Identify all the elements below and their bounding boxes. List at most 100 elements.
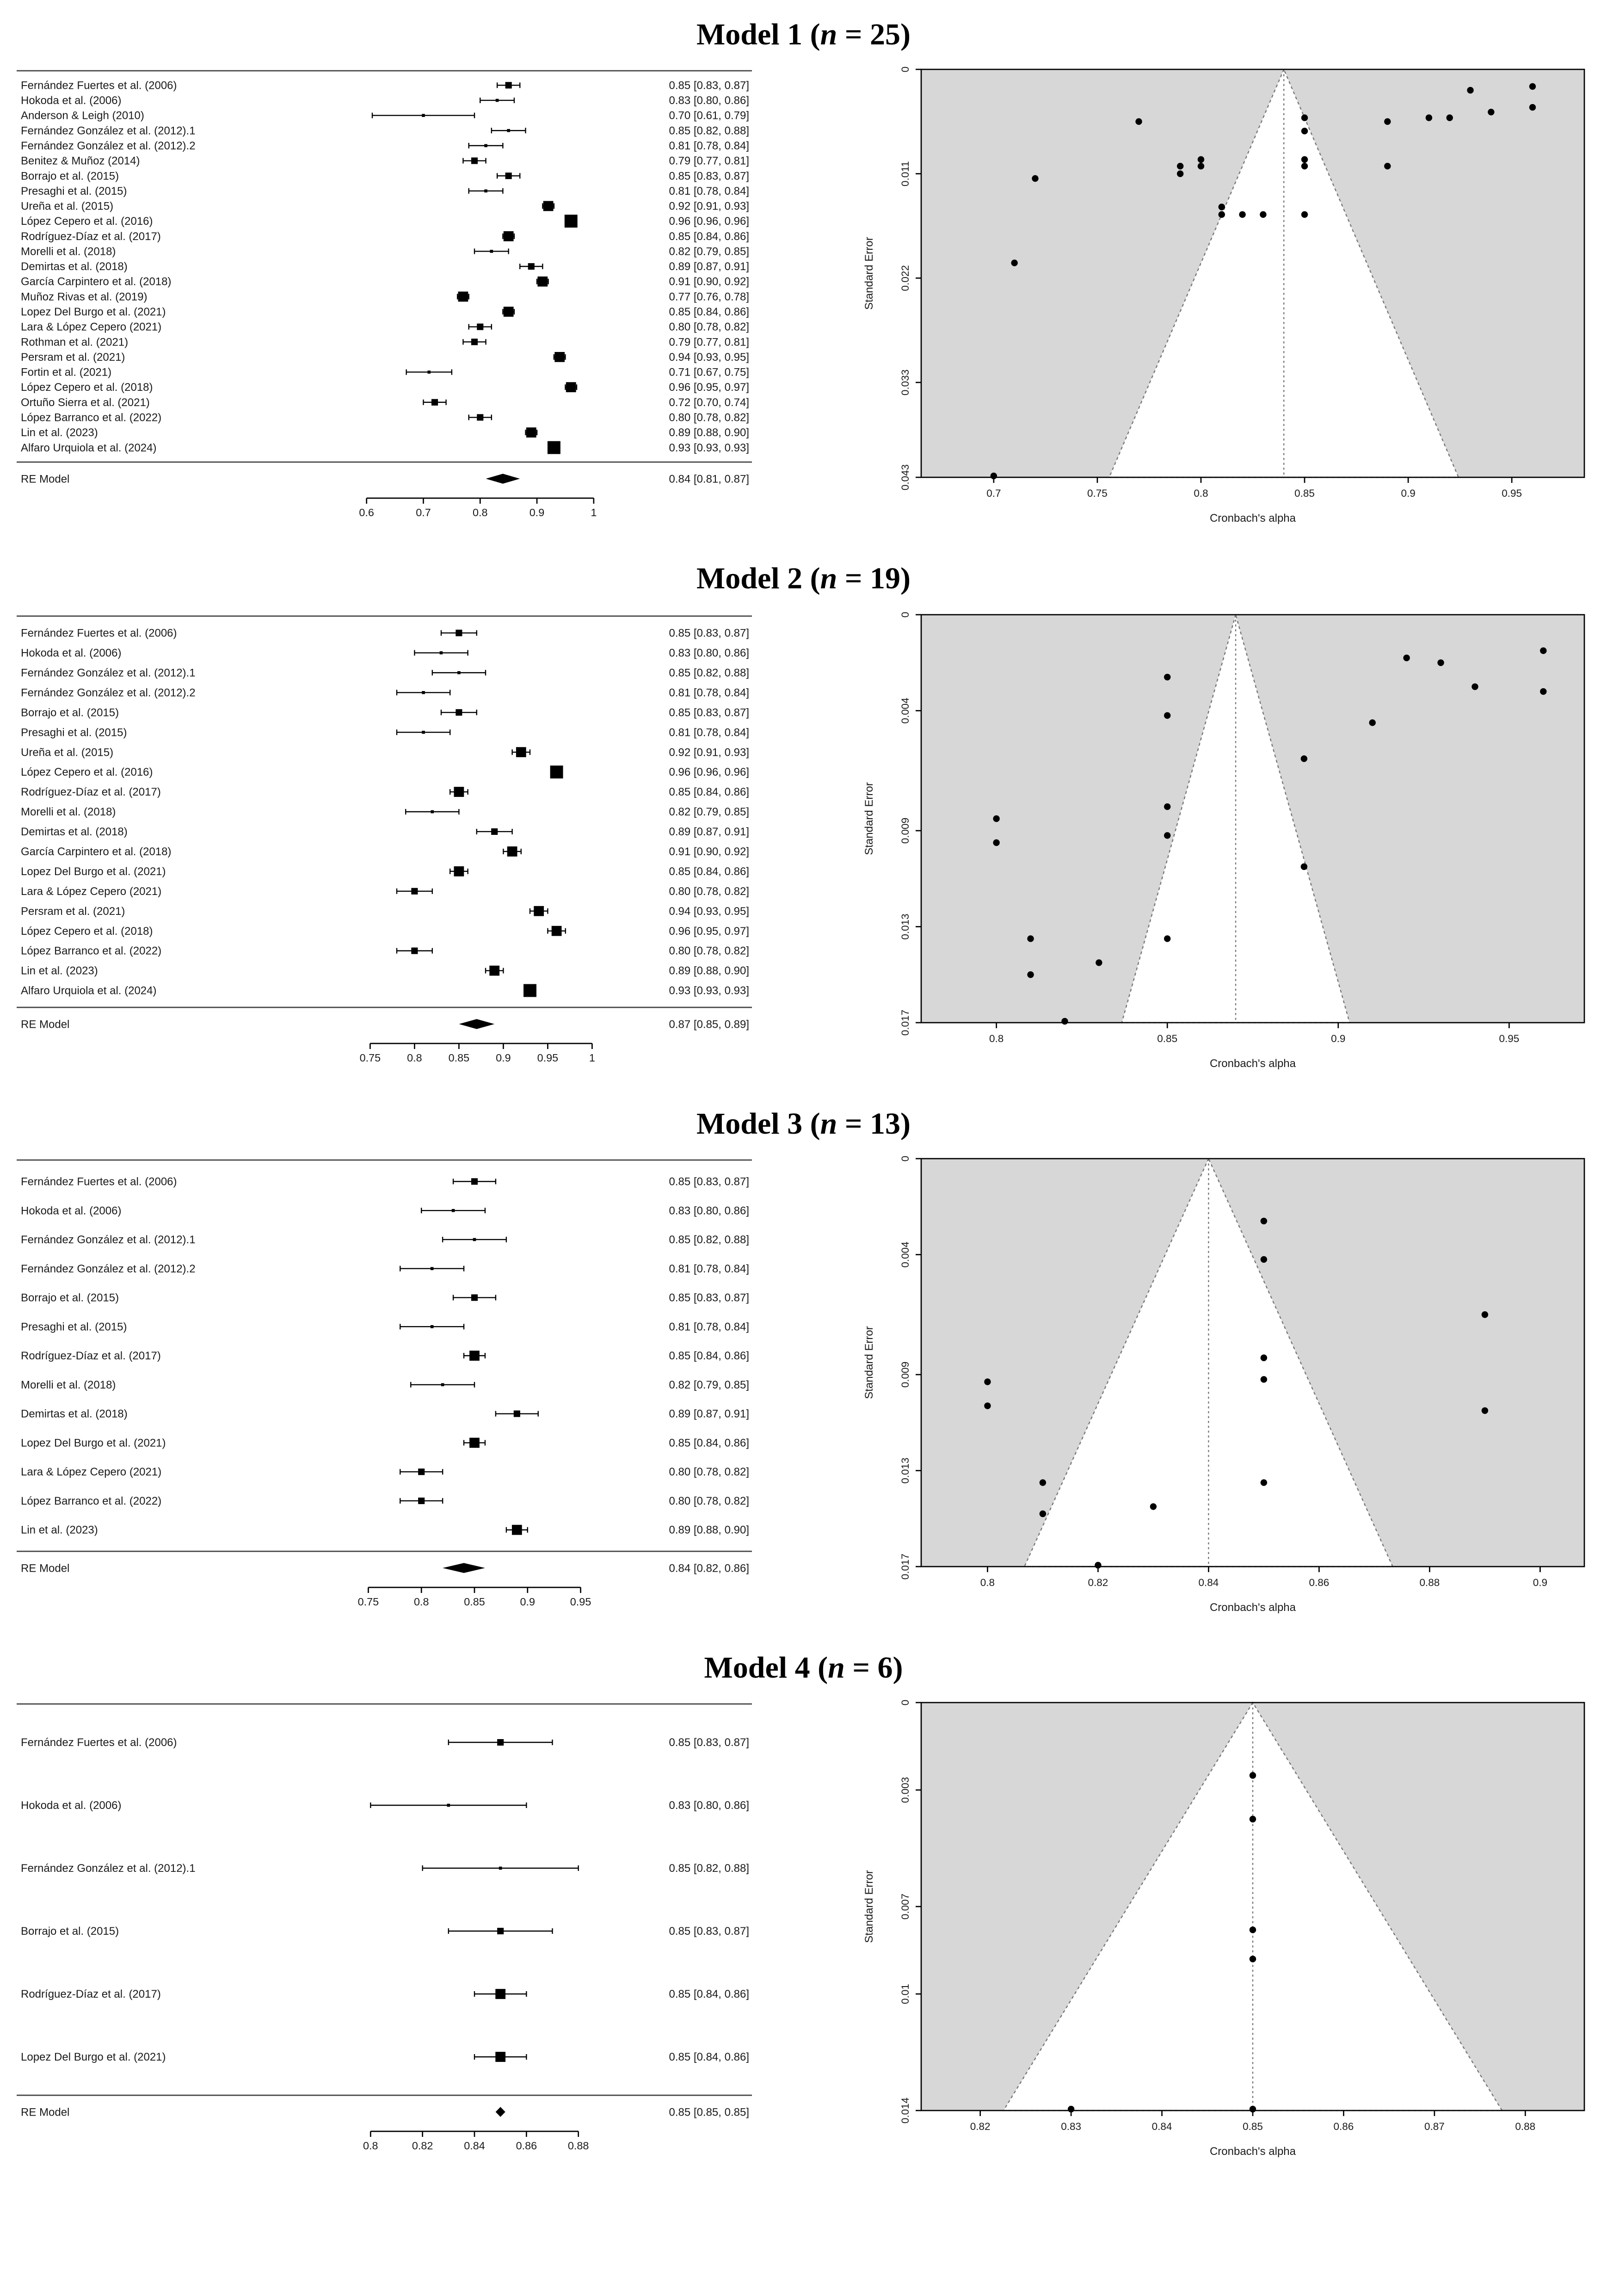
effect-square [471, 339, 478, 346]
study-estimate-text: 0.85 [0.83, 0.87] [669, 170, 749, 183]
study-label: Borrajo et al. (2015) [21, 1291, 119, 1304]
effect-square [516, 747, 526, 757]
funnel-point [1385, 118, 1392, 125]
study-label: Presaghi et al. (2015) [21, 726, 127, 738]
funnel-y-tick-label: 0.007 [900, 1894, 911, 1920]
study-row: Rodríguez-Díaz et al. (2017) 0.85 [0.84, … [21, 785, 749, 798]
funnel-y-tick-label: 0.013 [900, 1457, 911, 1483]
study-row: Lopez Del Burgo et al. (2021) 0.85 [0.84,… [21, 1437, 749, 1449]
funnel-point [1239, 211, 1246, 218]
study-row: Anderson & Leigh (2010) 0.70 [0.61, 0.79] [21, 110, 749, 123]
study-label: Fernández Fuertes et al. (2006) [21, 1175, 177, 1188]
re-model-estimate-text: 0.87 [0.85, 0.89] [669, 1018, 749, 1030]
funnel-point [1301, 863, 1308, 870]
effect-square [528, 263, 535, 270]
forest-x-tick-label: 0.82 [412, 2140, 433, 2152]
model-section: Model 1 (n = 25) Fernández Fuertes et al… [17, 17, 1590, 531]
study-label: García Carpintero et al. (2018) [21, 845, 172, 858]
study-estimate-text: 0.96 [0.96, 0.96] [669, 216, 749, 228]
funnel-point [1164, 673, 1171, 680]
funnel-plot: 0 0.011 0.022 0.033 0.043 0.7 0.75 0.8 0.85 0.9 0.… [863, 67, 1586, 525]
effect-square [564, 215, 578, 228]
funnel-y-axis-title: Standard Error [863, 1870, 876, 1943]
effect-square [418, 1497, 425, 1504]
forest-x-tick-label: 0.85 [449, 1051, 470, 1063]
forest-plot: Fernández Fuertes et al. (2006) 0.85 [0.8… [17, 615, 752, 1063]
study-row: Demirtas et al. (2018) 0.89 [0.87, 0.91] [21, 261, 749, 273]
study-label: Fernández González et al. (2012).1 [21, 1234, 196, 1246]
study-label: Persram et al. (2021) [21, 352, 125, 364]
forest-x-tick-label: 0.9 [520, 1596, 536, 1608]
study-row: López Cepero et al. (2016) 0.96 [0.96, 0.… [21, 765, 749, 778]
model-n-label: (n = 6) [818, 1649, 903, 1685]
study-label: Demirtas et al. (2018) [21, 1407, 128, 1420]
funnel-point [1467, 87, 1474, 94]
funnel-point [1096, 958, 1103, 966]
study-label: Lin et al. (2023) [21, 427, 98, 439]
study-estimate-text: 0.92 [0.91, 0.93] [669, 746, 749, 758]
study-label: López Cepero et al. (2018) [21, 382, 153, 394]
study-row: Fernández González et al. (2012).1 0.85 [… [21, 125, 749, 137]
study-row: Lin et al. (2023) 0.89 [0.88, 0.90] [21, 1524, 749, 1536]
effect-square [495, 1989, 506, 2000]
effect-square [537, 277, 548, 287]
effect-square [431, 809, 434, 813]
model-section: Model 3 (n = 13) Fernández Fuertes et al… [17, 1105, 1590, 1619]
funnel-point [1028, 970, 1034, 978]
funnel-plot-border [921, 613, 1586, 1023]
funnel-x-tick-label: 0.9 [1533, 1577, 1548, 1588]
study-row: Fernández Fuertes et al. (2006) 0.85 [0.8… [21, 80, 749, 92]
study-estimate-text: 0.81 [0.78, 0.84] [669, 686, 749, 698]
study-estimate-text: 0.85 [0.83, 0.87] [669, 706, 749, 718]
funnel-point [1260, 211, 1267, 218]
forest-x-tick-label: 0.9 [530, 507, 545, 519]
study-label: Muñoz Rivas et al. (2019) [21, 291, 147, 303]
study-row: Lin et al. (2023) 0.89 [0.88, 0.90] [21, 427, 749, 439]
model-title: Model 4 (n = 6) [17, 1650, 1590, 1685]
study-row: Fernández González et al. (2012).2 0.81 [… [21, 140, 749, 153]
effect-square [473, 1238, 476, 1241]
study-row: Lara & López Cepero (2021) 0.80 [0.78, 0.… [21, 885, 749, 897]
effect-square [422, 690, 425, 694]
effect-square [457, 670, 461, 674]
study-estimate-text: 0.93 [0.93, 0.93] [669, 984, 749, 996]
study-estimate-text: 0.77 [0.76, 0.78] [669, 291, 749, 303]
funnel-point [1219, 211, 1225, 218]
effect-square [418, 1468, 425, 1475]
model-title-text: Model 4 [704, 1649, 810, 1685]
funnel-point [1198, 156, 1205, 163]
study-row: Muñoz Rivas et al. (2019) 0.77 [0.76, 0.7… [21, 291, 749, 303]
funnel-point [1198, 163, 1205, 170]
study-estimate-text: 0.85 [0.84, 0.86] [669, 1437, 749, 1449]
effect-square [469, 1350, 480, 1361]
study-label: Hokoda et al. (2006) [21, 1204, 121, 1217]
study-row: Fernández Fuertes et al. (2006) 0.85 [0.8… [21, 1175, 749, 1188]
funnel-point [1177, 163, 1184, 170]
study-label: Rodríguez-Díaz et al. (2017) [21, 1988, 161, 2001]
funnel-plot-border [921, 69, 1586, 479]
study-estimate-text: 0.79 [0.77, 0.81] [669, 336, 749, 349]
study-label: Borrajo et al. (2015) [21, 1926, 119, 1938]
funnel-y-tick-label: 0.017 [900, 1009, 911, 1035]
funnel-point [993, 839, 1000, 846]
study-estimate-text: 0.92 [0.91, 0.93] [669, 200, 749, 213]
effect-square [547, 441, 560, 455]
study-row: Lopez Del Burgo et al. (2021) 0.85 [0.84,… [21, 865, 749, 877]
study-label: Ureña et al. (2015) [21, 746, 113, 758]
study-estimate-text: 0.85 [0.82, 0.88] [669, 666, 749, 679]
effect-square [411, 887, 418, 894]
effect-square [491, 827, 498, 834]
funnel-point [1040, 1479, 1047, 1486]
effect-square [523, 983, 536, 997]
study-estimate-text: 0.80 [0.78, 0.82] [669, 1495, 749, 1507]
study-estimate-text: 0.81 [0.78, 0.84] [669, 140, 749, 153]
study-estimate-text: 0.85 [0.84, 0.86] [669, 306, 749, 319]
study-estimate-text: 0.89 [0.88, 0.90] [669, 427, 749, 439]
funnel-point [1540, 687, 1547, 695]
funnel-plot: 0 0.003 0.007 0.01 0.014 0.82 0.83 0.84 0.85 0.86… [863, 1700, 1586, 2158]
funnel-x-tick-label: 0.88 [1515, 2121, 1536, 2133]
study-label: Ureña et al. (2015) [21, 200, 113, 213]
study-estimate-text: 0.72 [0.70, 0.74] [669, 397, 749, 409]
study-label: Morelli et al. (2018) [21, 1379, 116, 1391]
study-row: Ureña et al. (2015) 0.92 [0.91, 0.93] [21, 200, 749, 213]
